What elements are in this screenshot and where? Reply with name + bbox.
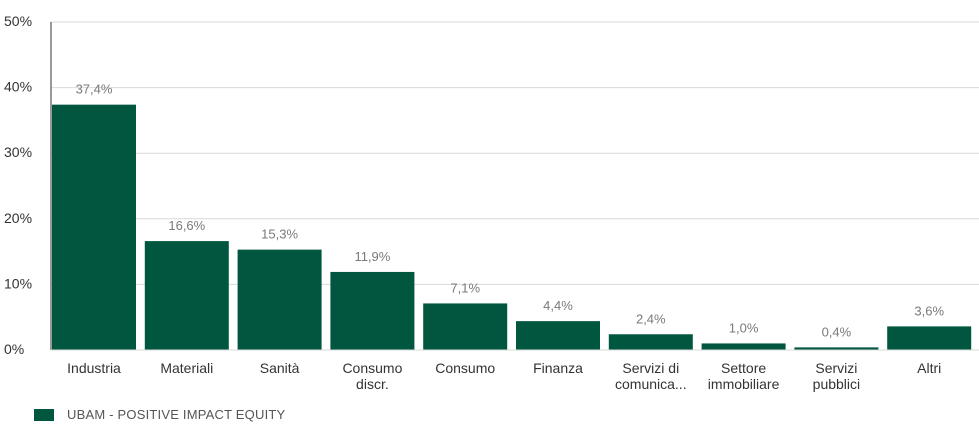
x-tick-label: Servizi pubblici — [813, 360, 860, 392]
bar-value-label: 7,1% — [450, 280, 480, 295]
bar — [144, 241, 229, 350]
value-labels: 37,4% 16,6% 15,3% 11,9% 7,1% 4,4% 2,4% 1,0% 0,4%… — [76, 82, 945, 340]
bar-value-label: 2,4% — [636, 311, 666, 326]
x-tick-label: Finanza — [533, 360, 583, 376]
x-tick-label: Materiali — [160, 360, 213, 376]
x-tick-labels: Industria Materiali Sanità Consumo discr. Con… — [67, 360, 941, 392]
x-tick-label: Settore immobiliare — [708, 360, 780, 392]
bar-value-label: 16,6% — [168, 218, 205, 233]
bars — [52, 104, 972, 350]
bar-value-label: 1,0% — [729, 320, 759, 335]
x-tick-label: Consumo — [435, 360, 495, 376]
bar — [794, 347, 879, 350]
y-tick-labels: 0% 10% 20% 30% 40% 50% — [4, 13, 32, 357]
x-tick-label: Sanità — [260, 360, 300, 376]
bar — [887, 326, 972, 350]
bar-value-label: 11,9% — [354, 249, 390, 264]
bar — [516, 321, 600, 350]
gridlines — [51, 21, 979, 285]
bar-value-label: 0,4% — [822, 324, 852, 339]
x-tick-label: Industria — [67, 360, 121, 376]
y-tick-label: 50% — [4, 13, 32, 29]
legend-label: UBAM - POSITIVE IMPACT EQUITY — [67, 407, 286, 422]
x-tick-label: Servizi di comunica... — [615, 360, 687, 392]
y-tick-label: 30% — [4, 144, 32, 160]
x-tick-label: Altri — [917, 360, 941, 376]
bar-value-label: 3,6% — [914, 303, 944, 318]
y-tick-label: 10% — [4, 275, 32, 291]
legend: UBAM - POSITIVE IMPACT EQUITY — [34, 407, 285, 422]
y-tick-label: 0% — [4, 341, 24, 357]
x-tick-label: Consumo discr. — [342, 360, 402, 392]
y-tick-label: 20% — [4, 210, 32, 226]
bar — [52, 104, 136, 350]
legend-swatch — [34, 408, 54, 421]
bar-value-label: 37,4% — [76, 82, 113, 97]
y-tick-label: 40% — [4, 79, 32, 95]
bar — [423, 303, 508, 350]
bar — [237, 249, 322, 350]
bar — [701, 343, 786, 350]
bar — [330, 271, 415, 350]
bar — [608, 334, 693, 350]
axes — [50, 22, 979, 351]
bar-value-label: 15,3% — [261, 227, 298, 242]
bar-value-label: 4,4% — [543, 298, 573, 313]
